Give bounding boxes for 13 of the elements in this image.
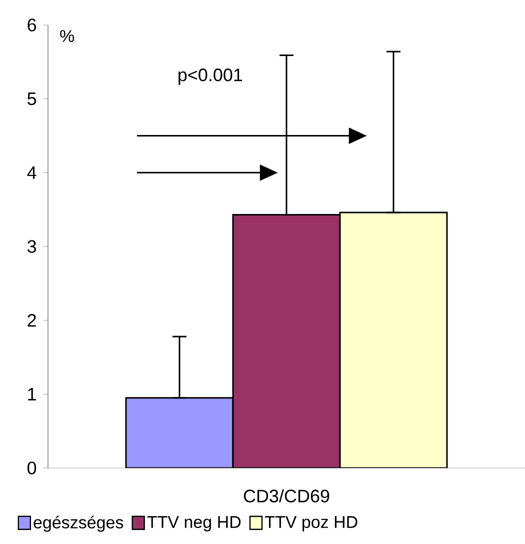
legend-label: TTV neg HD [147, 516, 240, 532]
legend-label: TTV poz HD [264, 516, 358, 532]
annotation: p<0.001 [178, 68, 242, 85]
y-tick-label: 5 [27, 92, 36, 106]
y-tick-label: 1 [28, 388, 36, 400]
y-axis-title: % [60, 30, 74, 42]
x-tick-label: CD3/CD69 [244, 489, 330, 502]
y-tick-label: 0 [27, 462, 36, 474]
y-tick-label: 4 [27, 166, 36, 179]
y-tick-label: 3 [27, 240, 36, 253]
legend-label: egészséges [34, 516, 124, 532]
y-tick-label: 2 [28, 314, 36, 327]
y-tick-label: 6 [28, 18, 36, 32]
